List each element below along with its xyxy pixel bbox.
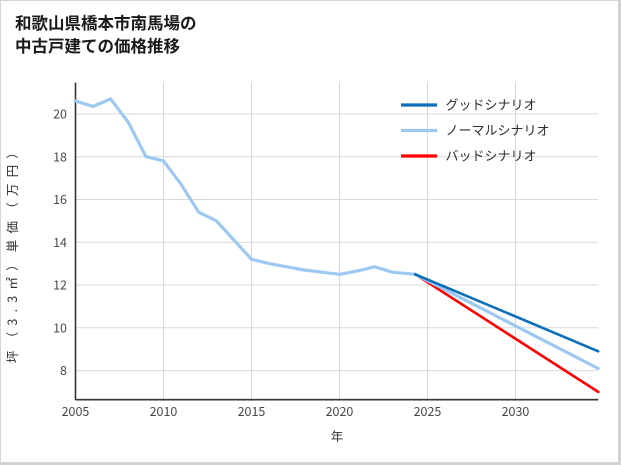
svg-text:20: 20 — [53, 104, 67, 123]
svg-text:ノーマルシナリオ: ノーマルシナリオ — [446, 120, 550, 139]
svg-text:年: 年 — [331, 426, 344, 445]
svg-text:12: 12 — [53, 275, 67, 294]
svg-text:坪（3.3㎡）単価（万円）: 坪（3.3㎡）単価（万円） — [2, 140, 21, 363]
svg-text:16: 16 — [53, 189, 67, 208]
svg-text:2025: 2025 — [414, 401, 442, 420]
svg-text:18: 18 — [53, 146, 67, 165]
svg-text:8: 8 — [60, 360, 67, 379]
svg-text:2005: 2005 — [62, 401, 90, 420]
svg-text:10: 10 — [53, 317, 67, 336]
svg-text:2010: 2010 — [150, 401, 178, 420]
svg-text:2020: 2020 — [326, 401, 354, 420]
svg-text:2015: 2015 — [238, 401, 266, 420]
svg-text:グッドシナリオ: グッドシナリオ — [446, 95, 537, 114]
svg-text:バッドシナリオ: バッドシナリオ — [446, 146, 537, 165]
svg-text:14: 14 — [53, 232, 67, 251]
svg-text:2030: 2030 — [502, 401, 530, 420]
